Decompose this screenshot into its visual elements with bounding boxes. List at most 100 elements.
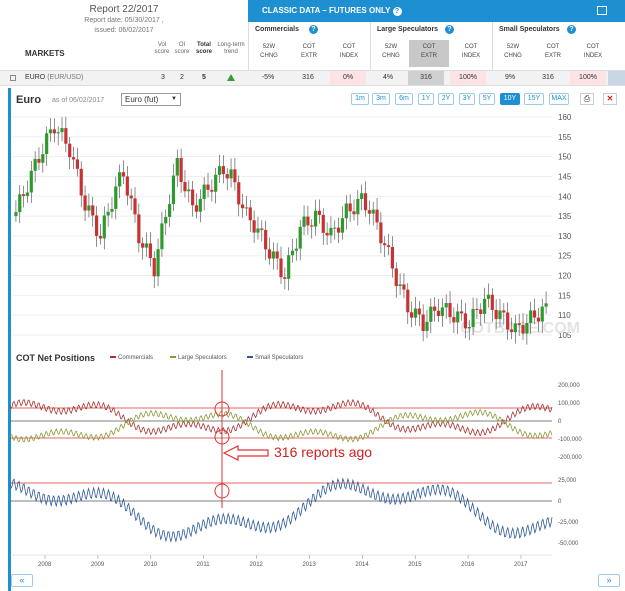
large-index: 100% — [450, 71, 486, 85]
help-icon[interactable]: ? — [392, 7, 402, 16]
close-icon[interactable]: ✕ — [603, 93, 617, 105]
sub-cot-index[interactable]: COT INDEX — [339, 44, 359, 59]
legend-small-speculators: Small Speculators — [247, 355, 303, 361]
candle-body — [494, 309, 498, 320]
large-52w: 4% — [382, 74, 394, 81]
timeframe-15y[interactable]: 15Y — [524, 93, 544, 105]
cot-tick-label: 100,000 — [558, 401, 580, 407]
candle-body — [29, 170, 33, 193]
timeframe-3y[interactable]: 3Y — [459, 93, 475, 105]
sub-cot-index[interactable]: COT INDEX — [583, 44, 603, 59]
candle-body — [45, 133, 49, 155]
candle-body — [287, 255, 291, 279]
candle-body — [525, 322, 529, 334]
candle-body — [133, 198, 137, 215]
candle-body — [244, 207, 249, 209]
help-icon[interactable]: ? — [309, 25, 318, 34]
group-small-speculators: Small Speculators ? 52W CHNG COT EXTR CO… — [492, 22, 625, 70]
timeframe-10y[interactable]: 10Y — [500, 93, 520, 105]
candle-body — [160, 223, 164, 250]
oi-score: 2 — [180, 74, 184, 81]
marker-circle — [214, 401, 230, 417]
candle-body — [271, 251, 275, 259]
candle-body — [440, 307, 444, 316]
timeframe-max[interactable]: MAX — [549, 93, 569, 105]
candle-body — [410, 312, 414, 318]
sub-cot-index[interactable]: COT INDEX — [461, 44, 481, 59]
candle-body — [191, 189, 195, 206]
candle-body — [229, 169, 233, 179]
candle-body — [321, 214, 325, 233]
candle-body — [294, 248, 298, 251]
candle-body — [233, 169, 237, 183]
watermark: COTBASE.COM — [460, 320, 580, 337]
candle-body — [433, 306, 437, 311]
next-page-button[interactable]: » — [598, 574, 620, 587]
price-tick-label: 120 — [558, 272, 572, 281]
candle-body — [283, 277, 287, 279]
timeframe-5y[interactable]: 5Y — [479, 93, 495, 105]
candle-body — [264, 229, 268, 250]
col-vol-score[interactable]: Vol score — [154, 42, 170, 55]
candle-body — [64, 128, 68, 144]
candle-body — [333, 227, 337, 229]
sub-52w-chng[interactable]: 52W CHNG — [260, 44, 278, 59]
candle-body — [360, 193, 364, 200]
candle-body — [71, 157, 76, 160]
candle-body — [367, 210, 371, 214]
expand-icon[interactable] — [10, 75, 16, 81]
price-tick-label: 130 — [558, 232, 572, 241]
sub-cot-extr[interactable]: COT EXTR — [300, 44, 317, 59]
col-long-term-trend[interactable]: Long-term trend — [217, 42, 245, 55]
timeframe-2y[interactable]: 2Y — [438, 93, 454, 105]
candle-body — [22, 194, 26, 196]
candle-body — [60, 128, 64, 133]
report-header: Report 22/2017 Report date: 05/30/2017 ,… — [0, 0, 248, 70]
candle-body — [114, 186, 118, 209]
candle-body — [237, 182, 241, 205]
report-issued: issued: 06/02/2017 — [94, 27, 154, 34]
help-icon[interactable]: ? — [567, 25, 576, 34]
trend-up-icon — [227, 74, 235, 81]
price-tick-label: 140 — [558, 192, 572, 201]
sub-52w-chng[interactable]: 52W CHNG — [382, 44, 400, 59]
market-row-euro[interactable]: EURO (EUR/USD) 3 2 5 -5% 316 0% 4% 316 1… — [0, 70, 625, 86]
chart-title: Euro — [16, 94, 42, 106]
candle-body — [164, 216, 168, 224]
candle-body — [175, 157, 179, 176]
candle-body — [540, 306, 544, 322]
collapse-icon[interactable] — [608, 71, 625, 85]
candle-body — [240, 204, 245, 209]
price-tick-label: 135 — [558, 212, 572, 221]
timeframe-6m[interactable]: 6m — [395, 93, 413, 105]
timeframe-1y[interactable]: 1Y — [418, 93, 434, 105]
candle-body — [91, 205, 95, 216]
candle-body — [248, 207, 252, 221]
help-icon[interactable]: ? — [445, 25, 454, 34]
candle-body — [79, 168, 83, 196]
year-tick-label: 2009 — [91, 562, 105, 568]
markets-label: MARKETS — [25, 49, 65, 58]
comm-index: 0% — [330, 71, 366, 85]
col-total-score[interactable]: Total score — [195, 42, 212, 55]
timeframe-1m[interactable]: 1m — [351, 93, 369, 105]
sub-52w-chng[interactable]: 52W CHNG — [504, 44, 522, 59]
legend-large-speculators: Large Speculators — [170, 355, 227, 361]
price-tick-label: 145 — [558, 172, 572, 181]
candle-body — [490, 294, 494, 310]
prev-page-button[interactable]: « — [11, 574, 33, 587]
print-chart-icon[interactable]: ⎙ — [580, 93, 594, 105]
candle-body — [344, 203, 348, 219]
report-date: Report date: 05/30/2017 , — [84, 17, 164, 24]
timeframe-3m[interactable]: 3m — [372, 93, 390, 105]
candle-body — [252, 220, 256, 233]
print-icon[interactable] — [597, 6, 607, 15]
candle-body — [18, 194, 22, 213]
col-oi-score[interactable]: OI score — [174, 42, 190, 55]
sub-cot-extr[interactable]: COT EXTR — [544, 44, 561, 59]
market-select[interactable]: Euro (fut) ▼ — [121, 93, 181, 106]
candle-body — [156, 249, 160, 277]
candle-body — [106, 211, 110, 216]
sub-cot-extr-active[interactable]: COT EXTR — [409, 40, 449, 67]
cot-tick-label: 200,000 — [558, 383, 580, 389]
